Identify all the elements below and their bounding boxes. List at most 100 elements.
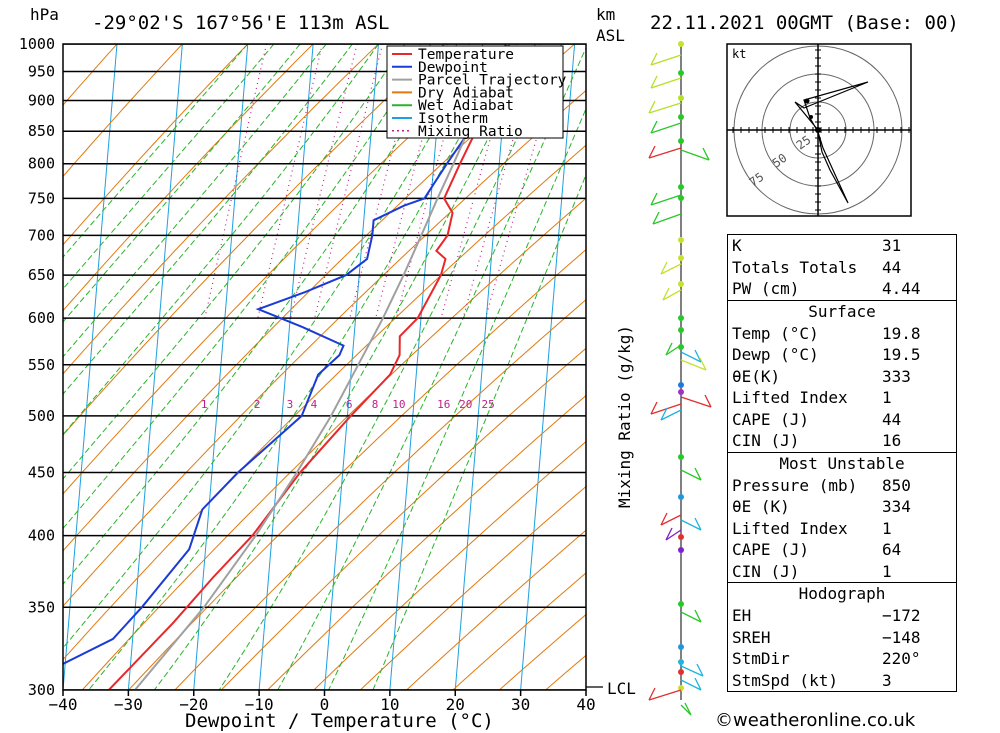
dry-adiabat-line [127,248,586,690]
most-unstable-row: θE (K) 334 [728,496,956,518]
wind-barb [680,469,702,481]
wet-adiabat-line [63,44,432,530]
wet-adiabat-line [328,107,586,690]
wind-barb-flag [694,677,702,691]
wind-barb-flag [662,287,670,301]
most-unstable-title: Most Unstable [728,451,956,475]
dry-adiabat-line [220,347,586,690]
mixing-ratio-label: 16 [437,398,450,411]
hodograph-stat-value: −148 [882,627,921,647]
wind-level-marker [678,184,684,190]
wet-adiabat-line [63,44,484,649]
wind-level-marker [678,601,684,607]
hodograph-stat-row: StmDir 220° [728,648,956,670]
most-unstable-row: Pressure (mb) 850 [728,475,956,497]
isotherm-line [389,44,445,690]
legend-label: Temperature [418,47,514,63]
mixing-ratio-label: 25 [482,398,495,411]
dry-adiabat-line [63,44,249,246]
x-tick-label: 30 [511,695,530,714]
legend-label: Parcel Trajectory [418,73,567,89]
x-tick-label: −30 [114,695,143,714]
wind-barb-flag [660,407,668,421]
surface-row: θE(K) 333 [728,366,956,388]
wind-barb-flag [696,663,704,677]
wind-barb-flag [704,394,712,408]
surface-label: Temp (°C) [732,323,819,343]
pressure-tick-label: 350 [28,598,55,616]
dry-adiabat-line [63,44,445,436]
surface-label: Dewp (°C) [732,345,819,364]
wet-adiabat-line [372,173,586,690]
wind-level-marker [678,669,684,675]
wind-level-marker [678,382,684,388]
hodograph-trace [794,81,869,204]
wet-adiabat-line [277,46,586,690]
hodograph-stat-label: StmSpd (kt) [732,670,838,690]
dry-adiabat-line [63,44,575,552]
most-unstable-row: CAPE (J) 64 [728,539,956,561]
pressure-tick-label: 500 [28,407,55,425]
hodograph-point [804,98,810,104]
surface-row: CAPE (J) 44 [728,409,956,431]
x-tick-label: −20 [179,695,208,714]
isotherm-line [454,44,510,690]
wet-adiabat-line [63,44,458,585]
surface-label: CAPE (J) [732,409,810,429]
wind-level-marker [678,547,684,553]
most-unstable-value: 334 [882,497,911,516]
pressure-tick-label: 450 [28,463,55,481]
mixing-ratio-label: 20 [459,398,472,411]
location-title: -29°02'S 167°56'E 113m ASL [92,12,389,34]
most-unstable-row: CIN (J) 1 [728,561,956,583]
pressure-tick-label: 300 [28,681,55,699]
wet-adiabat-line [63,44,327,358]
indices-table: K 31 Totals Totals 44 PW (cm) 4.44 Surface … [727,234,957,692]
mixing-ratio-label: 2 [254,398,261,411]
hodograph-stat-value: −172 [882,606,921,625]
hodograph-point [815,127,821,133]
pressure-unit-label: hPa [30,5,59,24]
wind-barb [662,289,682,301]
most-unstable-label: θE (K) [732,497,790,516]
mixing-ratio-label: 6 [346,398,353,411]
wet-adiabat-line [63,44,406,480]
wind-barb [665,344,682,356]
wind-level-marker [678,494,684,500]
wind-barb [680,149,710,161]
pressure-tick-label: 750 [28,189,55,207]
wind-barb [680,359,707,371]
wind-barb-flag [648,687,656,701]
datetime-title: 22.11.2021 00GMT (Base: 00) [650,12,959,34]
wind-barb [648,102,682,114]
wind-barb-flag [694,517,702,531]
wind-barb [660,409,682,421]
hodograph-stat-label: EH [732,606,752,625]
dry-adiabat-line [359,485,586,690]
hodograph-stat-label: SREH [732,627,771,647]
wind-barb [680,396,712,408]
mixing-ratio-line [204,44,268,319]
surface-value: 44 [882,409,902,429]
wind-barb-flag [650,75,658,89]
most-unstable-value: 1 [882,561,892,581]
wind-barb-flag [694,609,702,623]
wind-barb-flag [702,147,710,161]
plot-frame [62,43,587,691]
wind-level-marker [678,327,684,333]
temperature-profile [108,44,511,690]
pw-label: PW (cm) [732,279,800,298]
surface-value: 19.8 [882,323,921,343]
k-label: K [732,236,742,255]
wet-adiabat-line [63,44,301,323]
wind-level-marker [678,454,684,460]
wind-barb [660,514,682,526]
tt-label: Totals Totals [732,257,858,277]
pw-value: 4.44 [882,279,921,298]
surface-row: Temp (°C) 19.8 [728,323,956,345]
pressure-tick-label: 400 [28,527,55,545]
hodograph-stat-row: StmSpd (kt) 3 [728,670,956,692]
mixing-ratio-line [395,44,470,319]
wind-level-marker [678,95,684,101]
